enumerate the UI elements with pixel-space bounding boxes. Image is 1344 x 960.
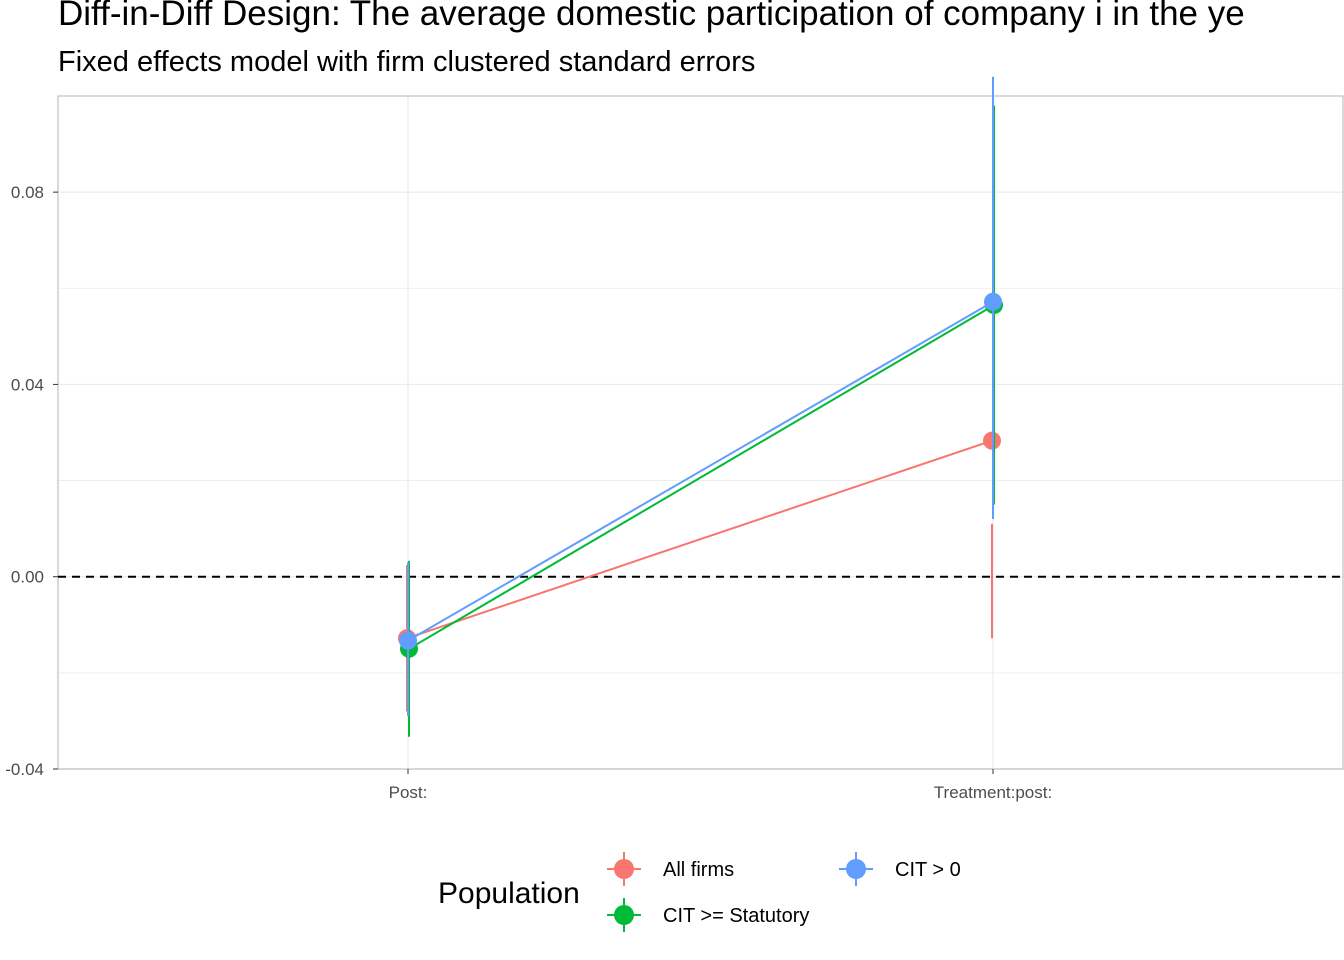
- x-tick-label: Treatment:post:: [934, 783, 1052, 802]
- series-line: [407, 300, 994, 642]
- y-tick-label: 0.08: [11, 183, 44, 202]
- legend-label: CIT >= Statutory: [663, 905, 809, 927]
- chart-title: Diff-in-Diff Design: The average domesti…: [58, 0, 1245, 33]
- legend-label: All firms: [663, 859, 734, 881]
- series-group: [398, 431, 1001, 712]
- x-tick-label: Post:: [389, 783, 428, 802]
- series-line: [408, 304, 995, 650]
- legend-item: CIT >= Statutory: [607, 898, 809, 932]
- legend-item: CIT > 0: [839, 852, 961, 886]
- legend: Population All firms CIT >= Statutory CIT >…: [438, 852, 961, 932]
- y-tick-label: 0.04: [11, 375, 44, 394]
- series-group: [400, 105, 1003, 737]
- y-axis: -0.04 0.00 0.04 0.08: [5, 183, 58, 779]
- y-tick-label: -0.04: [5, 760, 44, 779]
- x-axis: Post: Treatment:post:: [389, 769, 1052, 802]
- series-line: [406, 439, 993, 640]
- series-group: [399, 76, 1002, 717]
- legend-key-point: [614, 859, 634, 879]
- legend-title: Population: [438, 877, 580, 910]
- chart-subtitle: Fixed effects model with firm clustered …: [58, 46, 756, 78]
- grid: [58, 95, 1343, 770]
- y-tick-label: 0.00: [11, 568, 44, 587]
- panel-border: [57, 95, 1344, 770]
- legend-key-point: [846, 859, 866, 879]
- data-point: [399, 631, 417, 650]
- legend-key-point: [614, 905, 634, 925]
- legend-label: CIT > 0: [895, 859, 961, 881]
- data-point: [984, 292, 1002, 311]
- series-layer: [398, 76, 1003, 737]
- legend-item: All firms: [607, 852, 734, 886]
